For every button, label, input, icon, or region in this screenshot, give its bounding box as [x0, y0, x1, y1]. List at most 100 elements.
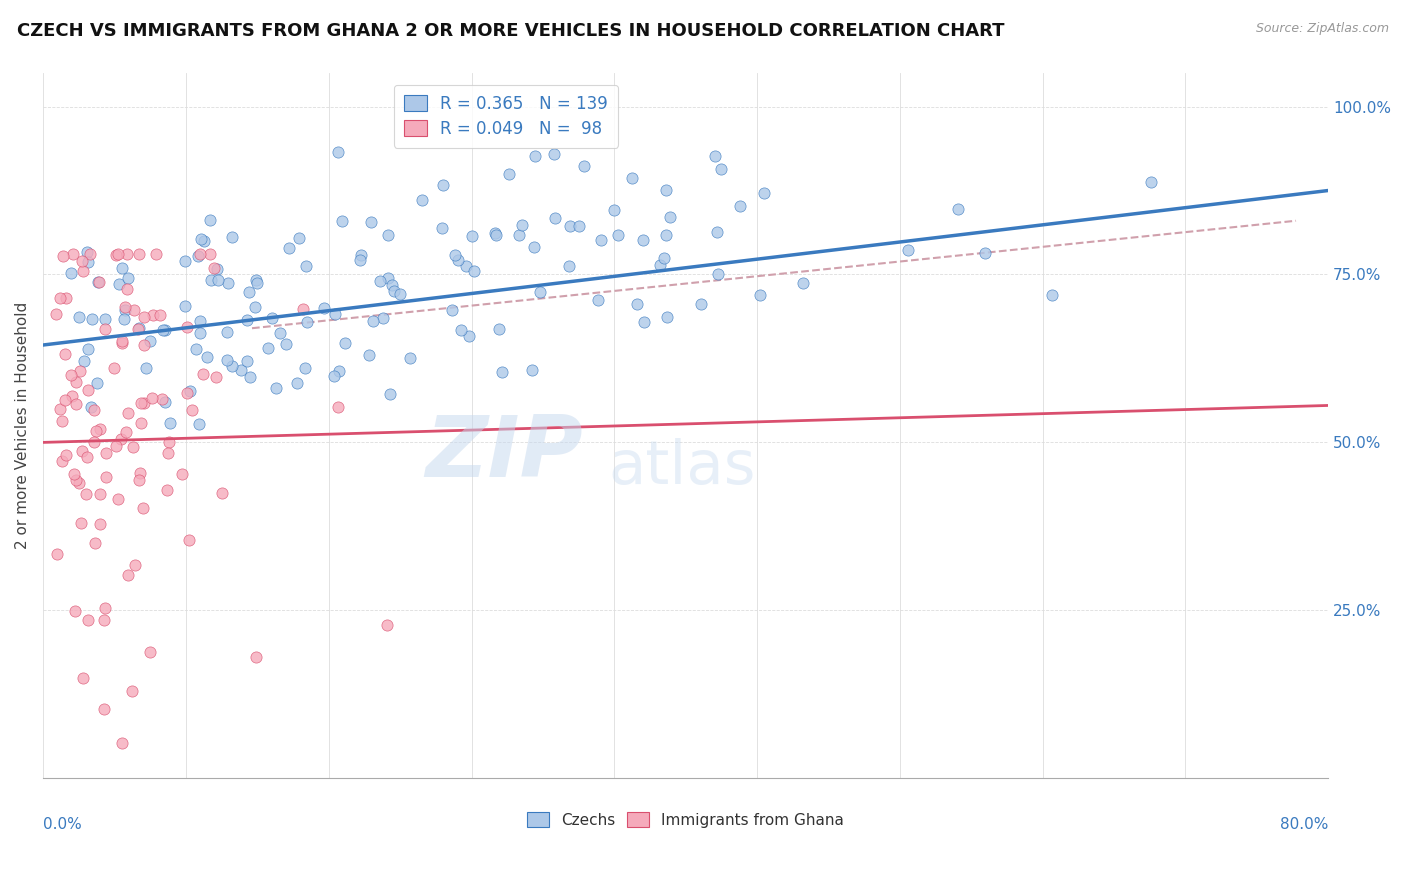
Point	[76, 244, 98, 259]
Point	[235, 354, 257, 368]
Point	[83, 536, 105, 550]
Point	[245, 300, 267, 314]
Point	[606, 228, 628, 243]
Point	[529, 285, 551, 299]
Point	[104, 439, 127, 453]
Point	[70, 444, 93, 458]
Y-axis label: 2 or more Vehicles in Household: 2 or more Vehicles in Household	[15, 302, 30, 549]
Point	[132, 338, 155, 352]
Point	[287, 230, 309, 244]
Point	[127, 322, 149, 336]
Point	[245, 650, 267, 665]
Point	[104, 248, 127, 262]
Point	[543, 211, 565, 226]
Point	[65, 604, 87, 618]
Point	[269, 326, 291, 340]
Point	[446, 252, 468, 267]
Point	[157, 446, 180, 460]
Point	[211, 486, 233, 500]
Point	[205, 261, 228, 276]
Point	[49, 291, 72, 305]
Point	[706, 225, 728, 239]
Point	[246, 276, 269, 290]
Point	[655, 228, 678, 243]
Point	[360, 215, 382, 229]
Point	[217, 353, 239, 368]
Point	[69, 364, 91, 378]
Point	[454, 259, 477, 273]
Point	[278, 242, 301, 256]
Point	[128, 466, 150, 480]
Point	[139, 334, 162, 349]
Point	[179, 533, 201, 548]
Point	[80, 401, 103, 415]
Point	[77, 383, 100, 397]
Point	[620, 170, 643, 185]
Point	[128, 247, 150, 261]
Point	[51, 414, 73, 428]
Point	[349, 247, 371, 261]
Point	[174, 300, 197, 314]
Point	[221, 230, 243, 244]
Point	[156, 483, 179, 498]
Point	[60, 389, 83, 403]
Point	[94, 446, 117, 460]
Point	[122, 302, 145, 317]
Point	[377, 227, 399, 242]
Point	[124, 558, 146, 572]
Point	[187, 417, 209, 431]
Point	[117, 247, 139, 261]
Point	[117, 407, 139, 421]
Text: atlas: atlas	[609, 438, 756, 498]
Point	[485, 228, 508, 243]
Point	[114, 302, 136, 317]
Point	[349, 252, 371, 267]
Point	[52, 249, 75, 263]
Point	[135, 361, 157, 376]
Point	[510, 219, 533, 233]
Point	[631, 233, 654, 247]
Point	[491, 365, 513, 379]
Point	[633, 315, 655, 329]
Point	[484, 227, 506, 241]
Point	[574, 159, 596, 173]
Point	[285, 376, 308, 390]
Point	[93, 312, 115, 326]
Point	[94, 470, 117, 484]
Point	[87, 275, 110, 289]
Point	[450, 323, 472, 337]
Point	[264, 381, 287, 395]
Point	[326, 145, 349, 160]
Point	[83, 402, 105, 417]
Point	[703, 148, 725, 162]
Point	[176, 320, 198, 334]
Point	[141, 392, 163, 406]
Legend: Czechs, Immigrants from Ghana: Czechs, Immigrants from Ghana	[522, 806, 851, 834]
Point	[205, 370, 228, 384]
Point	[94, 322, 117, 336]
Point	[159, 417, 181, 431]
Point	[103, 361, 125, 376]
Point	[655, 184, 678, 198]
Point	[53, 347, 76, 361]
Point	[114, 425, 136, 439]
Point	[239, 369, 262, 384]
Point	[49, 402, 72, 417]
Point	[128, 474, 150, 488]
Point	[706, 268, 728, 282]
Point	[217, 276, 239, 290]
Point	[65, 473, 87, 487]
Point	[180, 403, 202, 417]
Point	[659, 211, 682, 225]
Point	[586, 293, 609, 307]
Point	[70, 516, 93, 530]
Point	[157, 435, 180, 450]
Point	[523, 240, 546, 254]
Point	[179, 384, 201, 398]
Point	[897, 243, 920, 257]
Point	[193, 234, 215, 248]
Point	[65, 397, 87, 411]
Point	[543, 146, 565, 161]
Point	[60, 368, 83, 382]
Point	[1040, 288, 1063, 302]
